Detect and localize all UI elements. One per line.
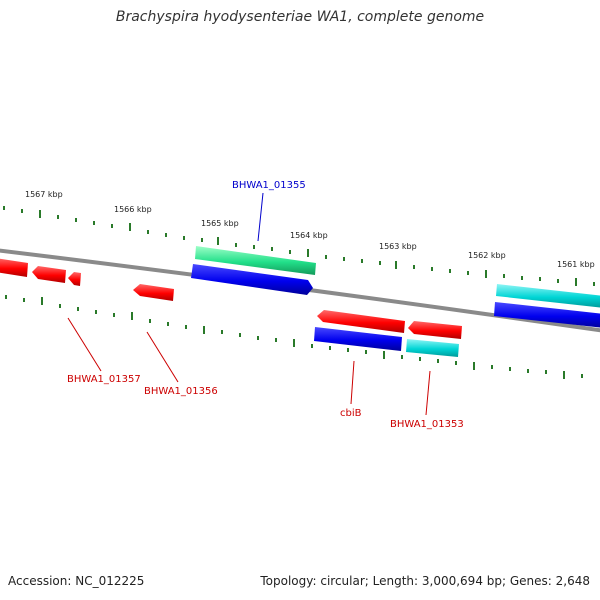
gene-right-cyan[interactable]	[496, 284, 600, 308]
gene-BHWA1_01355-forward[interactable]	[195, 246, 316, 275]
scale-label-1564kbp: 1564 kbp	[290, 231, 328, 240]
scale-label-1562kbp: 1562 kbp	[468, 251, 506, 260]
scale-label-1563kbp: 1563 kbp	[379, 242, 417, 251]
leader-line-cbiB	[350, 360, 355, 405]
gene-BHWA1_01357[interactable]	[68, 272, 81, 286]
gene-BHWA1_01353[interactable]	[408, 321, 462, 339]
scale-label-1567kbp: 1567 kbp	[25, 190, 63, 199]
gene-BHWA1_01355-reverse[interactable]	[191, 264, 313, 295]
scale-label-1566kbp: 1566 kbp	[114, 205, 152, 214]
leader-line-BHWA1_01353	[425, 370, 431, 416]
inner-tick-row	[5, 295, 583, 379]
gene-label-BHWA1_01353[interactable]: BHWA1_01353	[390, 419, 464, 430]
gene-BHWA1_01356[interactable]	[133, 284, 174, 301]
gene-label-cbiB[interactable]: cbiB	[340, 408, 362, 419]
gene-label-BHWA1_01357[interactable]: BHWA1_01357	[67, 374, 141, 385]
gene-label-BHWA1_01355[interactable]: BHWA1_01355	[232, 180, 306, 191]
gene-label-BHWA1_01356[interactable]: BHWA1_01356	[144, 386, 218, 397]
gene-left-red-1[interactable]	[0, 258, 28, 277]
gene-left-red-2[interactable]	[32, 266, 66, 283]
map-title: Brachyspira hyodysenteriae WA1, complete…	[115, 9, 485, 25]
leader-line-BHWA1_01356	[146, 331, 179, 383]
scale-label-1565kbp: 1565 kbp	[201, 219, 239, 228]
gene-cbiB-blue[interactable]	[314, 327, 402, 351]
genome-summary-text: Topology: circular; Length: 3,000,694 bp…	[260, 574, 590, 588]
gene-right-blue[interactable]	[494, 302, 600, 328]
scale-label-1561kbp: 1561 kbp	[557, 260, 595, 269]
leader-line-BHWA1_01357	[67, 317, 102, 372]
gene-cbiB[interactable]	[317, 310, 405, 333]
accession-text: Accession: NC_012225	[8, 574, 145, 588]
gene-BHWA1_01353-cyan[interactable]	[406, 339, 459, 357]
leader-line-BHWA1_01355	[257, 192, 264, 242]
outer-tick-row	[3, 206, 595, 286]
